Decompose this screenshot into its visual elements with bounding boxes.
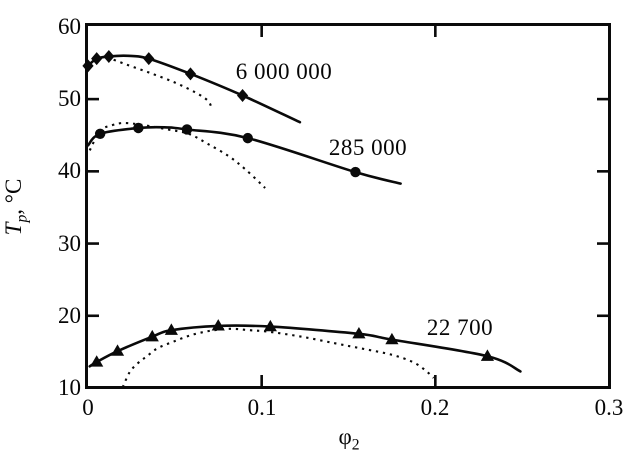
x-axis-symbol: φ [338,424,352,449]
marker-circle-1 [350,166,361,178]
y-tick-label-60: 60 [58,14,81,39]
series-label-22700: 22 700 [426,315,494,340]
marker-diamond-0 [91,52,103,66]
y-axis-units: , °C [1,178,26,215]
series-label-6000000: 6 000 000 [235,59,333,84]
marker-circle-1 [181,124,193,135]
marker-diamond-0 [103,50,115,64]
marker-diamond-0 [236,89,249,103]
series-label-285000: 285 000 [328,135,408,160]
x-tick-label-0: 0 [82,395,94,420]
marker-triangle-2 [90,355,104,367]
marker-circle-1 [133,122,144,134]
y-tick-label-40: 40 [58,158,81,183]
marker-triangle-2 [480,349,495,361]
dotted-curve-0 [106,56,213,108]
dotted-curve-1 [88,121,266,189]
y-axis-symbol: T [1,222,26,236]
marker-triangle-2 [110,344,125,356]
marker-diamond-0 [82,59,94,73]
x-tick-label-0p1: 0.1 [247,395,277,420]
marker-circle-1 [242,132,253,144]
marker-triangle-2 [263,319,277,332]
marker-diamond-0 [184,67,197,81]
marker-diamond-0 [143,52,155,66]
y-tick-label-20: 20 [58,303,81,328]
x-tick-label-0p2: 0.2 [420,395,450,420]
x-axis-title: φ2 [309,423,389,454]
y-tick-label-30: 30 [58,231,81,256]
plot-border [85,23,611,389]
marker-triangle-2 [385,332,399,345]
x-axis-subscript: 2 [351,436,360,454]
y-tick-label-10: 10 [58,375,81,400]
y-axis-title: Tp, °C [0,152,31,262]
marker-circle-1 [94,128,106,139]
marker-triangle-2 [352,327,366,339]
x-tick-label-0p3: 0.3 [594,395,624,420]
marker-triangle-2 [164,323,178,335]
series-curve-2 [88,324,522,373]
y-tick-label-50: 50 [58,86,81,111]
y-axis-subscript: p [13,214,31,223]
marker-triangle-2 [211,319,225,331]
marker-triangle-2 [145,329,159,342]
